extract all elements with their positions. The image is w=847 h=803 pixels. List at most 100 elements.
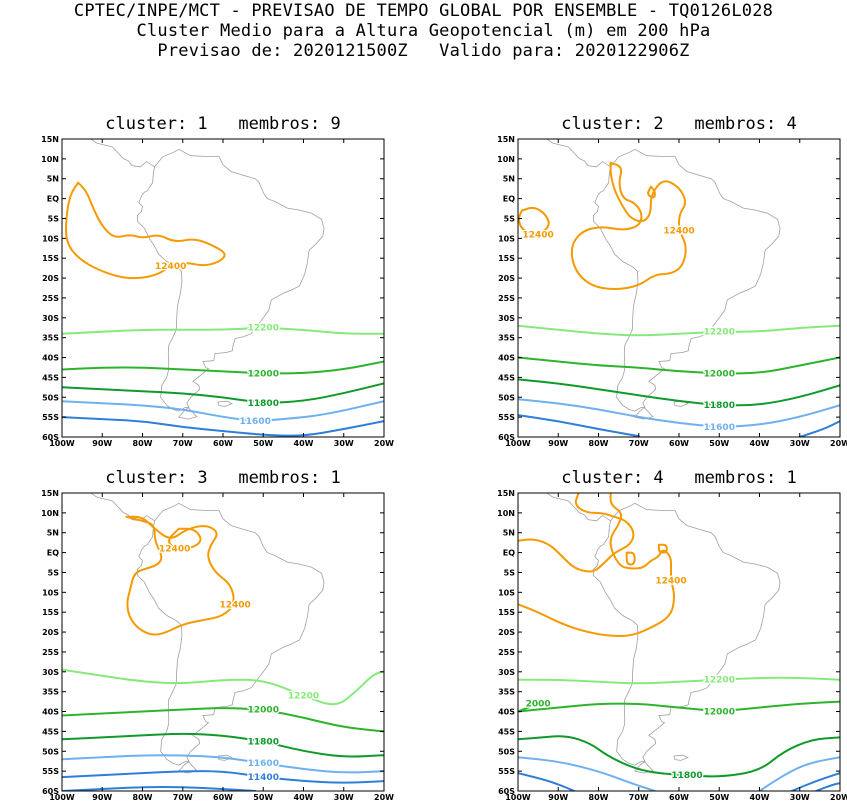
- coastline-2: [90, 493, 155, 522]
- lon-tick-label: 60W: [213, 793, 233, 802]
- lat-tick-label: 10N: [497, 509, 515, 518]
- contour-11600-8: [518, 756, 656, 791]
- contour-12400-0: [125, 515, 235, 636]
- lon-tick-label: 20W: [374, 793, 394, 802]
- lon-tick-label: 80W: [133, 439, 153, 448]
- contour-label-12400-0: 12400: [219, 600, 250, 610]
- contour-label-12000-4: 12000: [704, 369, 735, 379]
- coastline-2: [545, 139, 611, 168]
- lon-tick-label: 20W: [374, 439, 394, 448]
- contour-11400-7: [518, 414, 640, 437]
- lon-tick-label: 50W: [709, 439, 729, 448]
- contour-label-12200-2: 12200: [288, 692, 319, 702]
- contour-label-11600-5: 11600: [248, 759, 279, 769]
- map-frame: [517, 492, 841, 792]
- lon-tick-label: 90W: [548, 439, 568, 448]
- contour-label-11800-7: 11800: [671, 771, 702, 781]
- lat-tick-label: 20S: [42, 628, 59, 637]
- lat-tick-label: 40S: [42, 708, 59, 717]
- lon-tick-label: 50W: [253, 439, 273, 448]
- lat-tick-label: 10S: [498, 588, 515, 597]
- coastline-2: [545, 493, 611, 522]
- header-line-2: Cluster Medio para a Altura Geopotencial…: [136, 21, 711, 41]
- contour-12400-0: [518, 493, 635, 573]
- coastline-0: [136, 502, 325, 766]
- lat-tick-label: 25S: [498, 648, 515, 657]
- lon-tick-label: 50W: [253, 793, 273, 802]
- lat-tick-label: 55S: [498, 767, 515, 776]
- lon-tick-label: 90W: [92, 439, 112, 448]
- coastline-0: [592, 148, 781, 412]
- lat-tick-label: 45S: [498, 373, 515, 382]
- lat-tick-label: 25S: [42, 648, 59, 657]
- lat-tick-label: 20S: [42, 274, 59, 283]
- contour-11600-6: [518, 398, 840, 428]
- lon-tick-label: 80W: [133, 793, 153, 802]
- coastline-3: [584, 139, 586, 140]
- lat-tick-label: 35S: [42, 334, 59, 343]
- lat-tick-label: 15S: [42, 608, 59, 617]
- contour-11600-5: [62, 754, 384, 774]
- lat-tick-label: 15S: [498, 254, 515, 263]
- contour-11200-12: [814, 782, 840, 791]
- contour-12000-3: [62, 707, 384, 733]
- contour-11400-10: [518, 772, 576, 791]
- contour-12200-1: [62, 327, 384, 335]
- lat-tick-label: 60S: [498, 433, 515, 442]
- contour-11800-3: [62, 382, 384, 404]
- lat-tick-label: 45S: [42, 373, 59, 382]
- contour-12200-3: [518, 324, 840, 337]
- lat-tick-label: EQ: [503, 195, 515, 204]
- contour-label-11400-6: 11400: [248, 773, 279, 783]
- contour-12200-4: [518, 676, 840, 685]
- lon-tick-label: 70W: [173, 793, 193, 802]
- lat-tick-label: 35S: [498, 334, 515, 343]
- contour-12400-3: [625, 551, 636, 566]
- lon-tick-label: 40W: [294, 793, 314, 802]
- lat-tick-label: 5N: [503, 175, 515, 184]
- lat-tick-label: 10S: [42, 234, 59, 243]
- contour-12000-5: [518, 700, 840, 713]
- contour-11200-7: [62, 786, 257, 791]
- lat-tick-label: 15N: [497, 489, 515, 498]
- coastline-3: [128, 139, 130, 140]
- contour-label-11800-3: 11800: [248, 399, 279, 409]
- lon-tick-label: 70W: [173, 439, 193, 448]
- contour-12000-4: [518, 356, 840, 375]
- lat-tick-label: 50S: [498, 393, 515, 402]
- lat-tick-label: 25S: [498, 294, 515, 303]
- lat-tick-label: 40S: [498, 708, 515, 717]
- contour-11400-11: [790, 772, 840, 791]
- lat-tick-label: 15N: [41, 135, 59, 144]
- lon-tick-label: 30W: [790, 793, 810, 802]
- lon-tick-label: 70W: [629, 793, 649, 802]
- lon-tick-label: 90W: [548, 793, 568, 802]
- contour-12400-2: [647, 185, 656, 199]
- lon-tick-label: 60W: [669, 439, 689, 448]
- lon-tick-label: 40W: [294, 439, 314, 448]
- header-line-3: Previsao de: 2020121500Z Valido para: 20…: [157, 41, 690, 61]
- panel-title-cluster-4: cluster: 4 membros: 1: [561, 468, 797, 488]
- contour-label-12400-1: 12400: [663, 226, 694, 236]
- lon-tick-label: 60W: [669, 793, 689, 802]
- coastline-5: [217, 400, 233, 407]
- lon-tick-label: 100W: [49, 793, 75, 802]
- map-frame: [61, 138, 385, 438]
- header-line-1: CPTEC/INPE/MCT - PREVISAO DE TEMPO GLOBA…: [73, 1, 774, 21]
- lat-tick-label: 5N: [47, 529, 59, 538]
- lat-tick-label: 60S: [42, 433, 59, 442]
- coastline-3: [128, 493, 130, 494]
- map-panel-4: 12400 12200 12000 2000 11800 15N 10N 5N EQ 5S 10S 1…: [497, 489, 847, 802]
- contour-label-11600-6: 11600: [704, 423, 735, 433]
- lat-tick-label: EQ: [503, 549, 515, 558]
- lon-tick-label: 70W: [629, 439, 649, 448]
- contour-11800-5: [518, 378, 840, 407]
- coastline-1: [633, 407, 654, 420]
- contour-12400-0: [65, 181, 226, 280]
- coastline-0: [136, 148, 325, 412]
- lat-tick-label: 30S: [498, 668, 515, 677]
- lat-tick-label: 5S: [504, 568, 516, 577]
- lon-tick-label: 20W: [830, 439, 847, 448]
- lon-tick-label: 30W: [334, 439, 354, 448]
